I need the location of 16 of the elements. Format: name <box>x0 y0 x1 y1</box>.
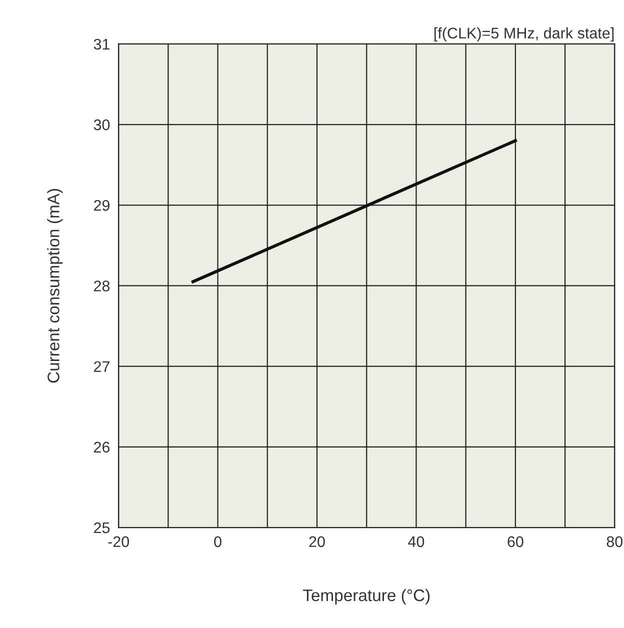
y-tick-label: 26 <box>94 442 110 453</box>
x-tick-label: 0 <box>214 536 222 548</box>
x-tick-label: 60 <box>508 536 524 548</box>
y-tick-label: 28 <box>94 280 110 292</box>
y-tick-label: 27 <box>94 361 110 372</box>
x-tick-label: 40 <box>408 536 424 548</box>
x-tick-label: 20 <box>309 536 325 548</box>
y-tick-label: 25 <box>94 522 110 534</box>
text: [f(CLK)=5 MHz, dark state] <box>434 27 614 42</box>
x-tick-label: -20 <box>108 536 130 548</box>
y-tick-label: 30 <box>94 119 110 130</box>
x-axis-title: Temperature (°C) <box>302 588 430 605</box>
y-tick-label: 31 <box>94 38 110 50</box>
y-axis-title: Current consumption (mA) <box>47 189 63 383</box>
x-tick-label: 80 <box>606 536 623 548</box>
y-tick-label: 29 <box>94 200 110 211</box>
